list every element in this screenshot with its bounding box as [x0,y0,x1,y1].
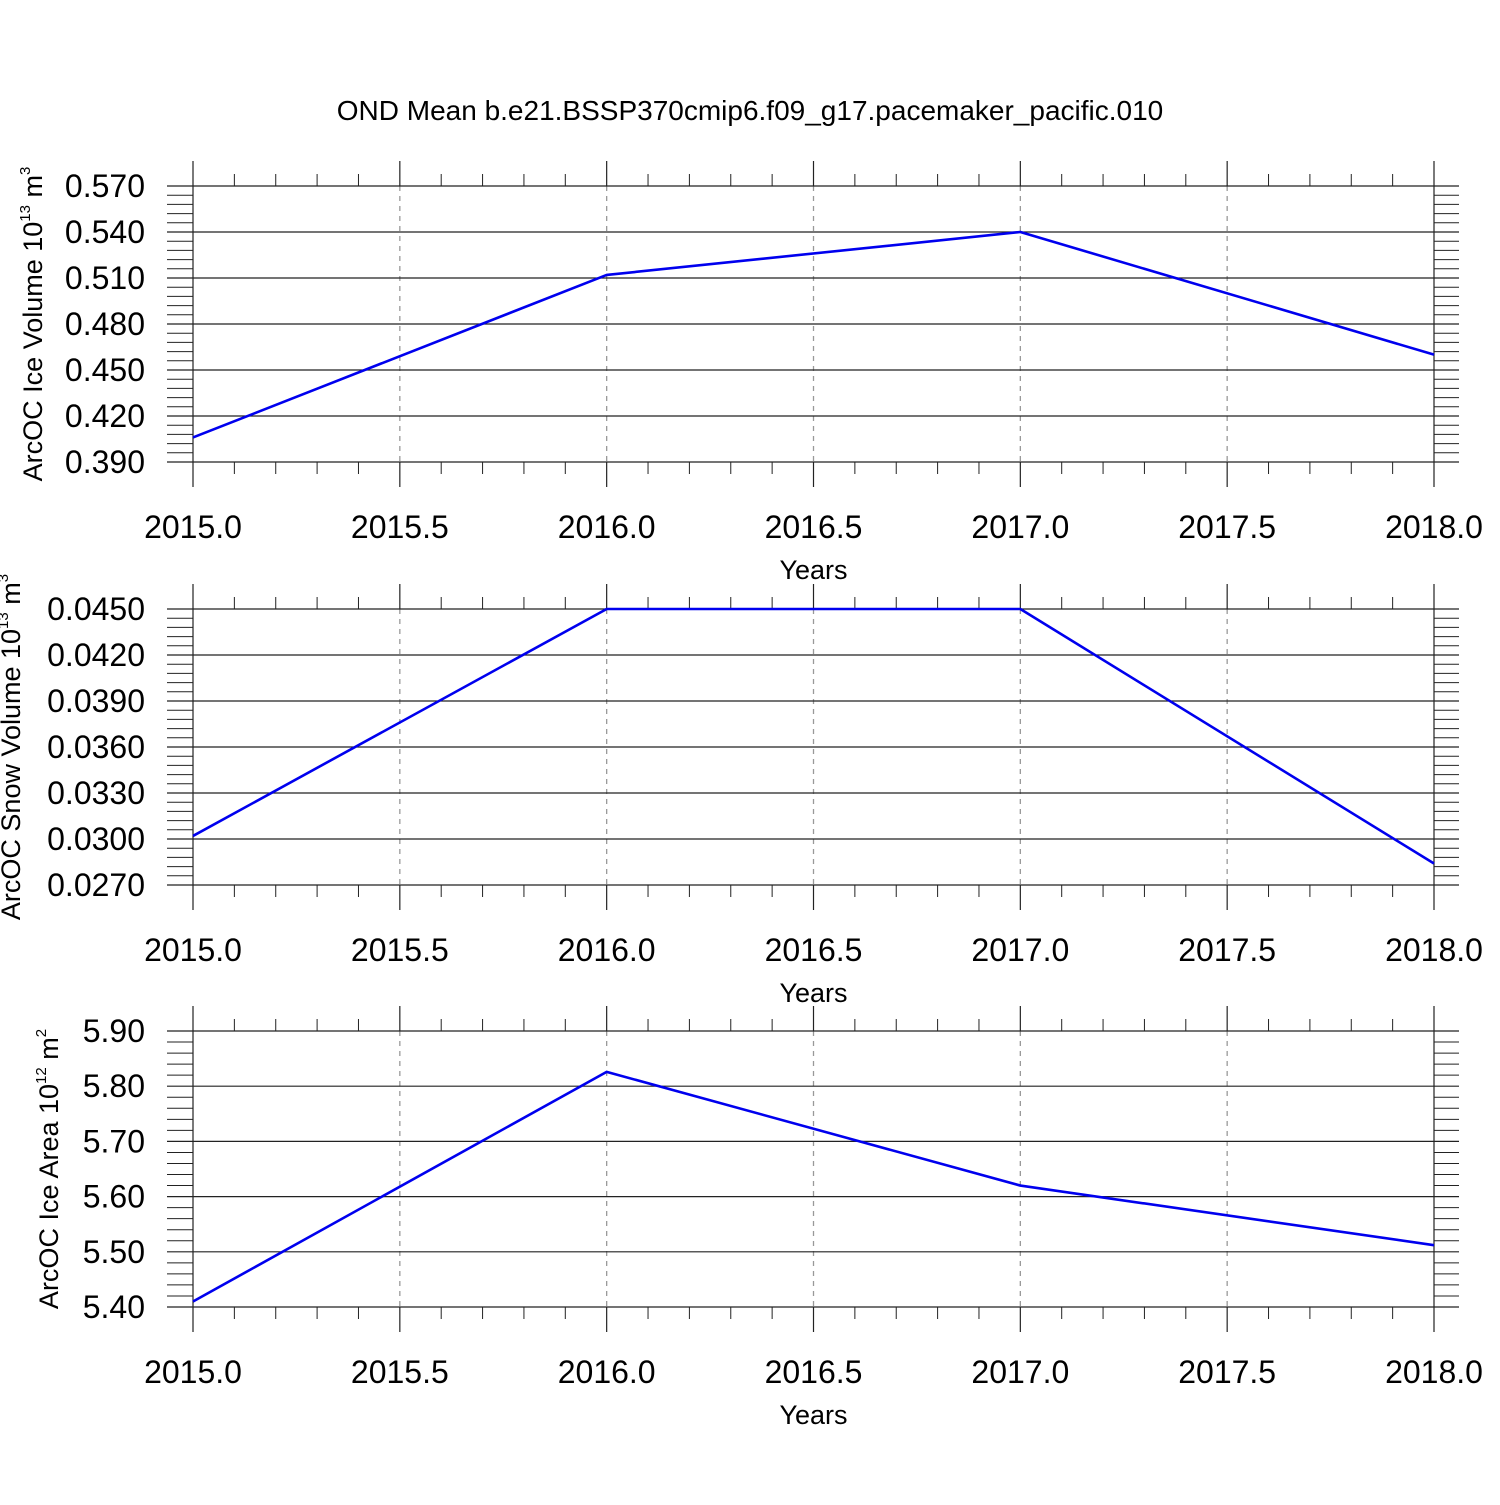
x-tick-label: 2016.0 [558,932,656,968]
y-tick-label: 0.570 [65,168,145,204]
x-tick-label: 2016.5 [765,1354,863,1390]
y-tick-label: 0.480 [65,306,145,342]
y-tick-label: 0.0450 [47,591,145,627]
x-tick-label: 2016.5 [765,509,863,545]
chart-title: OND Mean b.e21.BSSP370cmip6.f09_g17.pace… [337,95,1164,126]
x-tick-label: 2016.0 [558,509,656,545]
panel-3: 5.40 5.50 5.60 5.70 5.80 5.90 2015.0 2015.5 2016… [33,1006,1483,1430]
series-line [192,607,1435,865]
y-tick-label: 0.0390 [47,683,145,719]
x-tick-label: 2017.0 [971,509,1069,545]
x-tick-label: 2016.0 [558,1354,656,1390]
y-tick-label: 0.510 [65,260,145,296]
x-tick-label: 2016.5 [765,932,863,968]
y-tick-label: 5.40 [83,1289,145,1325]
y-tick-label: 0.540 [65,214,145,250]
x-axis-title: Years [779,978,847,1008]
y-tick-label: 0.420 [65,398,145,434]
x-tick-label: 2018.0 [1385,1354,1483,1390]
y-tick-label: 5.60 [83,1179,145,1215]
y-tick-label: 0.450 [65,352,145,388]
series-line [192,230,1435,439]
panel-2: 0.0270 0.0300 0.0330 0.0360 0.0390 0.0420 0.04… [0,574,1483,1008]
x-tick-label: 2015.5 [351,509,449,545]
y-tick-label: 5.90 [83,1013,145,1049]
y-tick-label: 0.0360 [47,729,145,765]
x-tick-label: 2017.5 [1178,932,1276,968]
y-tick-label: 0.390 [65,444,145,480]
y-tick-label: 0.0330 [47,775,145,811]
x-tick-label: 2017.0 [971,1354,1069,1390]
x-tick-label: 2018.0 [1385,932,1483,968]
x-tick-label: 2015.5 [351,1354,449,1390]
x-axis-title: Years [779,555,847,585]
x-tick-label: 2017.5 [1178,1354,1276,1390]
y-tick-label: 5.50 [83,1234,145,1270]
y-axis-title: ArcOC Ice Area 1012 m2 [33,1029,64,1309]
x-axis-title: Years [779,1400,847,1430]
panel-1: 0.390 0.420 0.450 0.480 0.510 0.540 0.570 2015.… [17,161,1483,585]
y-tick-label: 5.80 [83,1068,145,1104]
y-axis-title: ArcOC Ice Volume 1013 m3 [17,167,48,482]
x-tick-label: 2015.0 [144,509,242,545]
y-tick-label: 0.0270 [47,867,145,903]
x-tick-label: 2015.0 [144,1354,242,1390]
x-tick-label: 2015.0 [144,932,242,968]
y-tick-label: 5.70 [83,1123,145,1159]
x-tick-label: 2018.0 [1385,509,1483,545]
x-tick-label: 2015.5 [351,932,449,968]
x-tick-label: 2017.0 [971,932,1069,968]
x-tick-label: 2017.5 [1178,509,1276,545]
series-line [192,1070,1435,1303]
y-tick-label: 0.0300 [47,821,145,857]
y-axis-title: ArcOC Snow Volume 1013 m3 [0,574,26,920]
y-tick-label: 0.0420 [47,637,145,673]
